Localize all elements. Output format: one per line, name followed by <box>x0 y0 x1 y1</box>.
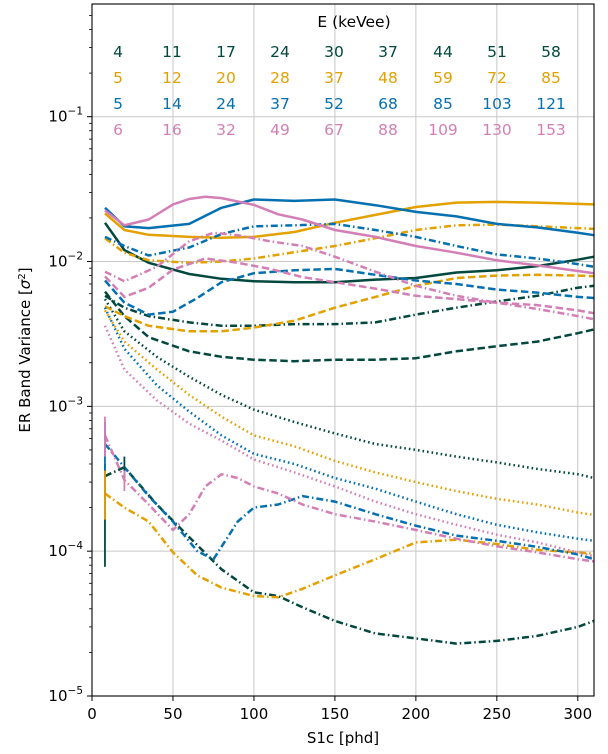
series-line-3 <box>103 298 595 480</box>
error-bars <box>104 416 126 567</box>
y-tick-exp-3: −2 <box>68 251 83 263</box>
energy-value-r0-c0: 4 <box>113 43 123 61</box>
energy-value-r2-c5: 68 <box>378 95 398 113</box>
energy-value-r1-c4: 37 <box>324 69 344 87</box>
series-line-11 <box>104 267 595 316</box>
y-tick-exp-1: −4 <box>68 540 84 552</box>
y-tick-exp-0: −5 <box>68 685 83 697</box>
energy-value-r0-c6: 44 <box>433 43 453 61</box>
energy-value-r3-c8: 153 <box>536 121 566 139</box>
energy-value-r3-c7: 130 <box>482 121 512 139</box>
series-line-8 <box>103 309 595 517</box>
x-tick-label-5: 250 <box>483 705 512 723</box>
energy-value-r1-c3: 28 <box>270 69 290 87</box>
series-line-6 <box>104 273 595 333</box>
energy-value-r3-c1: 16 <box>162 121 182 139</box>
energy-value-r0-c7: 51 <box>487 43 507 61</box>
y-tick-label-2: 10−3 <box>48 395 83 415</box>
energy-value-r2-c6: 85 <box>433 95 453 113</box>
y-tick-base-2: 10 <box>48 397 67 415</box>
x-tick-label-4: 200 <box>402 705 431 723</box>
y-axis-title-end: ] <box>16 267 34 273</box>
energy-value-r1-c1: 12 <box>162 69 182 87</box>
y-axis-title-sigma: σ <box>16 279 34 289</box>
series-line-17 <box>104 231 595 321</box>
energy-value-r3-c2: 32 <box>216 121 236 139</box>
energy-value-r3-c3: 49 <box>270 121 290 139</box>
series-line-9 <box>104 492 595 599</box>
series-line-1 <box>104 290 595 363</box>
energy-value-r3-c0: 6 <box>113 121 123 139</box>
energy-value-r0-c1: 11 <box>162 43 182 61</box>
energy-value-r3-c5: 88 <box>378 121 398 139</box>
energy-legend-table: E (keVee)4 11 17 24 30 37 44 51 585 12 20 28 37 48 59 7… <box>113 13 566 139</box>
energy-table-title: E (keVee) <box>317 13 390 31</box>
y-tick-label-1: 10−4 <box>48 540 83 560</box>
x-tick-label-2: 100 <box>240 705 269 723</box>
series-line-16 <box>104 257 595 315</box>
energy-value-r1-c0: 5 <box>113 69 123 87</box>
energy-value-r0-c2: 17 <box>216 43 236 61</box>
y-axis-title: ER Band Variance [σ2] <box>16 267 34 432</box>
plot-frame <box>91 3 595 697</box>
series-line-2 <box>104 284 595 328</box>
energy-value-r2-c1: 14 <box>162 95 182 113</box>
x-axis-title: S1c [phd] <box>307 729 379 747</box>
y-tick-label-0: 10−5 <box>48 685 83 705</box>
y-tick-label-4: 10−1 <box>48 106 83 126</box>
energy-value-r3-c6: 109 <box>428 121 458 139</box>
energy-value-r1-c5: 48 <box>378 69 398 87</box>
energy-value-r2-c4: 52 <box>324 95 344 113</box>
y-tick-base-1: 10 <box>48 542 67 560</box>
energy-value-r3-c4: 67 <box>324 121 344 139</box>
energy-value-r2-c3: 37 <box>270 95 290 113</box>
energy-value-r0-c5: 37 <box>378 43 398 61</box>
energy-value-r2-c0: 5 <box>113 95 123 113</box>
series-line-19 <box>103 434 595 563</box>
x-tick-label-1: 50 <box>163 705 182 723</box>
y-tick-label-3: 10−2 <box>48 251 83 271</box>
energy-value-r0-c4: 30 <box>324 43 344 61</box>
series-line-0 <box>103 222 595 284</box>
series-line-18 <box>103 325 595 558</box>
energy-value-r1-c7: 72 <box>487 69 507 87</box>
x-tick-label-3: 150 <box>321 705 350 723</box>
energy-value-r1-c8: 85 <box>541 69 561 87</box>
y-tick-exp-2: −3 <box>68 395 83 407</box>
energy-value-r2-c7: 103 <box>482 95 512 113</box>
x-tick-label-0: 0 <box>87 705 97 723</box>
energy-value-r2-c8: 121 <box>536 95 566 113</box>
energy-value-r0-c3: 24 <box>270 43 290 61</box>
series-line-12 <box>104 222 595 269</box>
y-axis-title-superscript: 2 <box>17 273 28 279</box>
data-series <box>103 195 595 645</box>
y-tick-base-0: 10 <box>48 687 67 705</box>
y-tick-base-3: 10 <box>48 253 67 271</box>
series-line-15 <box>104 195 595 275</box>
series-line-10 <box>104 198 595 237</box>
energy-value-r0-c8: 58 <box>541 43 561 61</box>
energy-value-r1-c6: 59 <box>433 69 453 87</box>
x-tick-label-6: 300 <box>563 705 592 723</box>
y-tick-exp-4: −1 <box>68 106 83 118</box>
energy-value-r1-c2: 20 <box>216 69 236 87</box>
energy-value-r2-c2: 24 <box>216 95 236 113</box>
y-tick-base-4: 10 <box>48 108 67 126</box>
y-axis-title-main: ER Band Variance [ <box>16 289 34 432</box>
